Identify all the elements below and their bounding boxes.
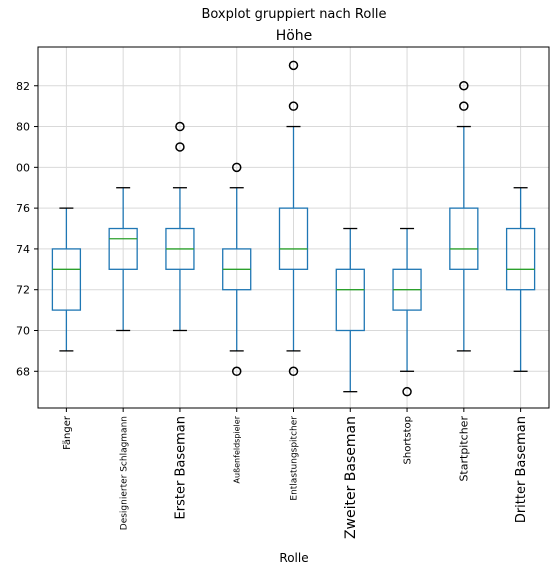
y-tick-label: 76 [16,202,30,215]
x-axis-label: Rolle [279,551,308,565]
x-tick-label: Startpitcher [458,416,471,482]
flier [231,162,242,173]
flier [175,142,185,152]
flier [288,60,299,71]
y-tick-label: 00 [16,161,30,174]
box [505,227,536,291]
y-tick-label: 82 [16,80,30,93]
y-tick-label: 72 [16,284,30,297]
x-tick-label: Entlastungspitcher [290,416,300,501]
x-tick-label: Außenfeldspieler [233,415,242,483]
flier [175,121,185,132]
box [51,248,82,311]
flier [288,366,299,377]
flier [231,366,242,377]
x-tick-label: Zweiter Baseman [343,416,359,539]
x-tick-label: Erster Baseman [173,416,188,519]
chart-subtitle: Höhe [276,28,313,44]
chart-title: Boxplot gruppiert nach Rolle [201,7,386,22]
flier [288,101,299,111]
x-tick-label: Designierter Schlagmann [119,416,129,530]
plot-frame [37,46,550,409]
y-tick-label: 70 [16,324,30,337]
box [449,207,479,270]
box [335,268,365,332]
x-tick-label: Fänger [62,415,73,450]
flier [459,101,469,111]
y-tick-label: 80 [16,121,30,134]
x-tick-label: Shortstop [403,416,414,464]
y-tick-label: 68 [16,365,30,378]
box [108,227,138,270]
box [278,207,309,270]
flier [459,81,469,91]
x-tick-label: Dritter Baseman [514,416,529,523]
flier [402,386,412,397]
y-tick-label: 74 [16,243,30,256]
